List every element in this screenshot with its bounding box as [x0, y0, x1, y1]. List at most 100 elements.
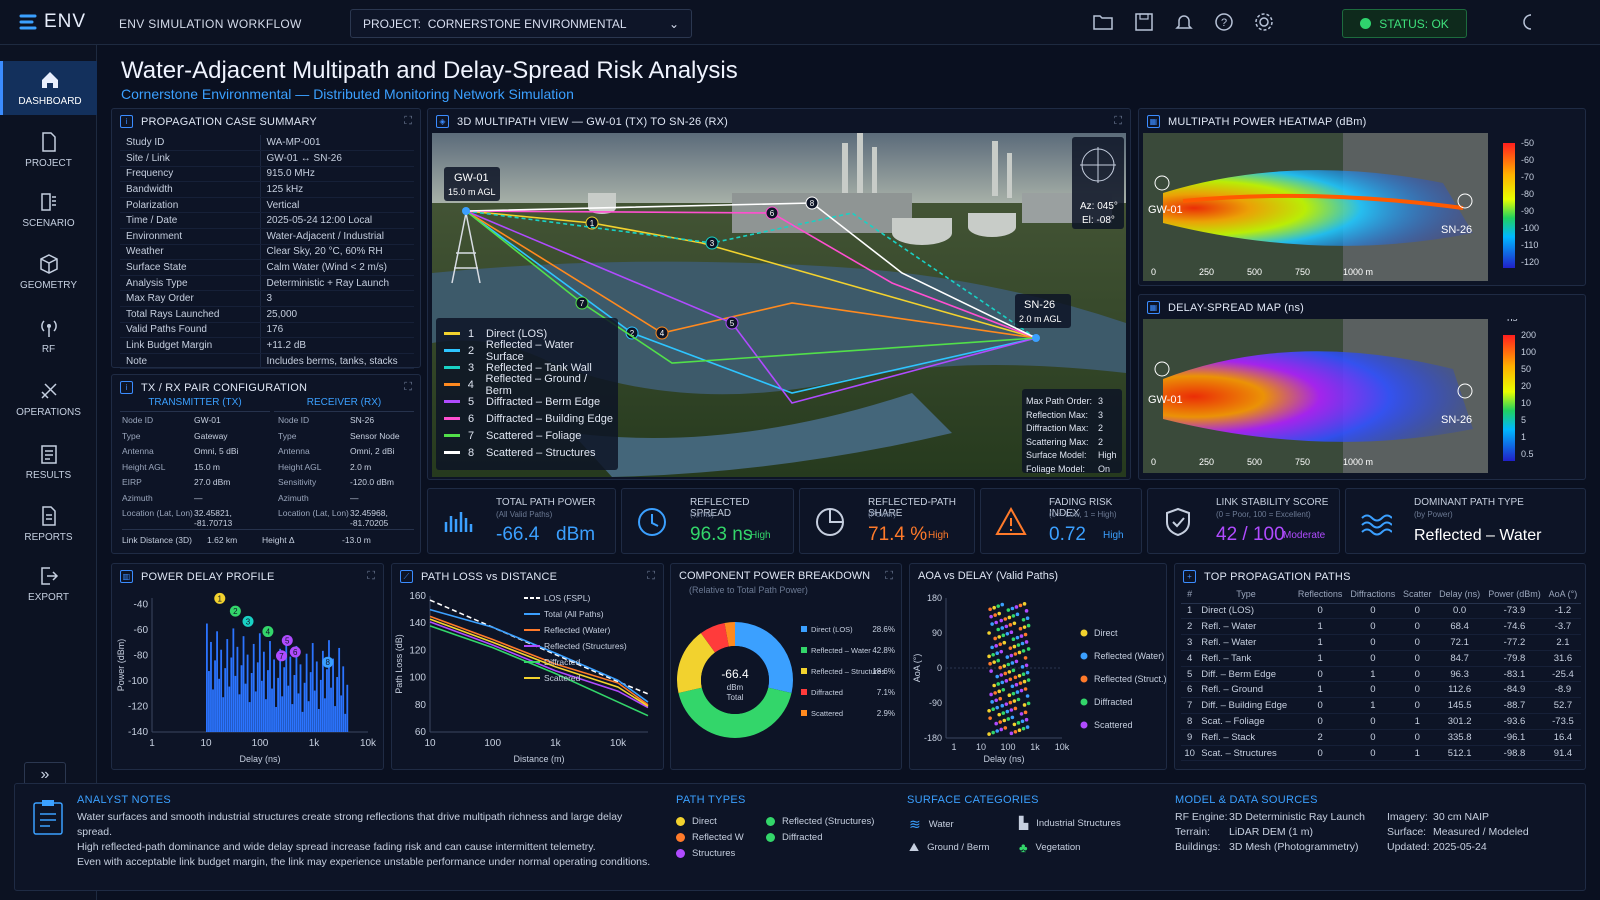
- aoa-point: [994, 721, 998, 726]
- column-header[interactable]: AoA (°): [1544, 586, 1581, 604]
- column-header[interactable]: Scatter: [1399, 586, 1436, 604]
- sidebar-item-rf[interactable]: RF: [0, 309, 97, 363]
- table-cell: Scat. – Structures: [1198, 745, 1294, 762]
- pdp-bar: [315, 661, 318, 732]
- expand-icon[interactable]: ⛶: [885, 570, 893, 582]
- save-icon[interactable]: [1134, 12, 1154, 32]
- scale-label: -90: [1521, 206, 1534, 216]
- table-cell: Refl. – Ground: [1198, 681, 1294, 699]
- pdp-bar: [244, 683, 247, 732]
- model-value: LiDAR DEM (1 m): [1229, 826, 1314, 838]
- sidebar-item-scenario[interactable]: SCENARIO: [0, 183, 97, 237]
- table-cell: 1: [1293, 681, 1347, 699]
- kpi-card[interactable]: LINK STABILITY SCORE (0 = Poor, 100 = Exc…: [1147, 488, 1340, 554]
- table-row[interactable]: 1 Direct (LOS) 0 0 0 0.0 -73.9 -1.2: [1181, 603, 1581, 620]
- table-row[interactable]: 8 Scat. – Foliage 0 0 1 301.2 -93.6 -73.5: [1181, 713, 1581, 730]
- expand-icon[interactable]: ⛶: [1114, 115, 1122, 127]
- sidebar-item-results[interactable]: RESULTS: [0, 435, 97, 489]
- legend-item[interactable]: 5 Diffracted – Berm Edge: [444, 393, 614, 410]
- rx-node[interactable]: [1032, 334, 1040, 342]
- sidebar-item-reports[interactable]: REPORTS: [0, 497, 97, 551]
- kpi-card[interactable]: TOTAL PATH POWER (All Valid Paths) -66.4 dB…: [427, 488, 616, 554]
- results-icon: [40, 445, 57, 464]
- delay-spread-map[interactable]: GW-01 SN-26 ns 200 100 50 20 10 5 1 0.5 0 250 500…: [1143, 319, 1583, 477]
- tx-value: GW-01: [194, 415, 221, 425]
- kpi-card[interactable]: REFLECTED SPREAD (τ,rms) 96.3 ns High: [621, 488, 794, 554]
- expand-icon[interactable]: ⛶: [367, 570, 375, 582]
- sidebar-item-project[interactable]: PROJECT: [0, 123, 97, 177]
- distance-value: 1.62 km: [207, 535, 238, 545]
- column-header[interactable]: Delay (ns): [1435, 586, 1485, 604]
- scale-label: 200: [1521, 330, 1536, 340]
- column-header[interactable]: Diffractions: [1346, 586, 1400, 604]
- heatmap-map[interactable]: GW-01 SN-26 dBm -50 -60 -70 -80 -90 -100 -110 -…: [1143, 133, 1583, 283]
- table-cell: 0: [1346, 650, 1400, 667]
- legend-item[interactable]: 7 Scattered – Foliage: [444, 427, 614, 444]
- kpi-subtitle: (Power): [868, 510, 897, 519]
- tx-row: Location (Lat, Lon) 32.45821, -81.70713: [122, 508, 272, 528]
- sidebar-item-dashboard[interactable]: DASHBOARD: [0, 61, 97, 115]
- pdp-bar: [260, 680, 263, 732]
- top-paths-table: # Type Reflections Diffractions Scatter Delay…: [1181, 586, 1581, 762]
- panel-title: PATH LOSS vs DISTANCE: [421, 570, 558, 583]
- svg-text:SN-26: SN-26: [1441, 224, 1472, 236]
- moon-icon[interactable]: [1517, 12, 1537, 32]
- table-row[interactable]: 9 Refl. – Stack 2 0 0 335.8 -96.1 16.4: [1181, 729, 1581, 746]
- help-icon[interactable]: ?: [1214, 12, 1234, 32]
- table-cell: 112.6: [1435, 681, 1485, 699]
- summary-row: Valid Paths Found 176: [120, 322, 414, 339]
- gear-icon[interactable]: [1254, 12, 1274, 32]
- table-row[interactable]: 2 Refl. – Water 1 0 0 68.4 -74.6 -3.7: [1181, 618, 1581, 636]
- distance-tick: 500: [1247, 457, 1262, 467]
- aoa-point: [993, 691, 997, 695]
- table-row[interactable]: 3 Refl. – Water 1 0 0 72.1 -77.2 2.1: [1181, 634, 1581, 651]
- column-header[interactable]: Type: [1198, 586, 1294, 604]
- pdp-bar: [222, 697, 225, 732]
- legend-item[interactable]: 6 Diffracted – Building Edge: [444, 410, 614, 427]
- legend-label: Direct (LOS): [486, 327, 548, 340]
- legend-item[interactable]: 4 Reflected – Ground / Berm: [444, 373, 614, 397]
- aoa-point: [1024, 663, 1029, 668]
- scale-label: 50: [1521, 364, 1531, 374]
- kpi-card[interactable]: FADING RISK INDEX (0 = Low, 1 = High) 0.72…: [980, 488, 1142, 554]
- table-row[interactable]: 5 Diff. – Berm Edge 0 1 0 96.3 -83.1 -25.4: [1181, 666, 1581, 683]
- model-sources-list-2: Imagery: 30 cm NAIP Surface: Measured / Mod…: [1387, 810, 1587, 855]
- app-logo[interactable]: ENV: [18, 11, 86, 33]
- kpi-card[interactable]: DOMINANT PATH TYPE (by Power) Reflected – …: [1345, 488, 1586, 554]
- table-cell: 1: [1293, 618, 1347, 636]
- column-header[interactable]: Reflections: [1293, 586, 1347, 604]
- expand-icon[interactable]: ⛶: [404, 381, 412, 393]
- column-header[interactable]: Power (dBm): [1484, 586, 1545, 604]
- table-row[interactable]: 10 Scat. – Structures 0 0 1 512.1 -98.8 91.4: [1181, 745, 1581, 762]
- table-row[interactable]: 6 Refl. – Ground 1 0 0 112.6 -84.9 -8.9: [1181, 681, 1581, 699]
- legend-item[interactable]: 1 Direct (LOS): [444, 325, 614, 342]
- pdp-bar: [295, 645, 298, 732]
- legend-item[interactable]: 3 Reflected – Tank Wall: [444, 359, 614, 376]
- sidebar-item-export[interactable]: EXPORT: [0, 557, 97, 611]
- bell-icon[interactable]: [1174, 12, 1194, 32]
- aoa-point: [1014, 605, 1019, 609]
- tx-node[interactable]: [462, 207, 470, 215]
- legend-item[interactable]: 8 Scattered – Structures: [444, 444, 614, 461]
- table-row[interactable]: 7 Diff. – Building Edge 0 1 0 145.5 -88.7 52.7: [1181, 697, 1581, 715]
- column-header[interactable]: #: [1181, 586, 1199, 604]
- aoa-point: [1013, 706, 1018, 711]
- project-selector[interactable]: PROJECT: CORNERSTONE ENVIRONMENTAL ⌄: [350, 9, 692, 38]
- pdp-bar: [336, 677, 339, 732]
- expand-icon[interactable]: ⛶: [647, 570, 655, 582]
- sidebar-item-operations[interactable]: OPERATIONS: [0, 372, 97, 426]
- legend-item[interactable]: 2 Reflected – Water Surface: [444, 339, 614, 363]
- folder-icon[interactable]: [1092, 12, 1114, 32]
- y-tick-label: 180: [927, 593, 942, 603]
- aoa-point: [1013, 729, 1018, 734]
- antenna-icon: [40, 320, 57, 337]
- expand-icon[interactable]: ⛶: [404, 115, 412, 127]
- aoa-point: [1005, 709, 1010, 714]
- sidebar-item-geometry[interactable]: GEOMETRY: [0, 245, 97, 299]
- rx-list: Node ID SN-26 Type Sensor Node Antenna Omni, …: [278, 415, 418, 528]
- y-tick-label: 80: [415, 700, 427, 711]
- status-badge[interactable]: STATUS: OK: [1342, 9, 1467, 38]
- table-row[interactable]: 4 Refl. – Tank 1 0 0 84.7 -79.8 31.6: [1181, 650, 1581, 667]
- kpi-card[interactable]: REFLECTED-PATH SHARE (Power) 71.4 % High: [799, 488, 975, 554]
